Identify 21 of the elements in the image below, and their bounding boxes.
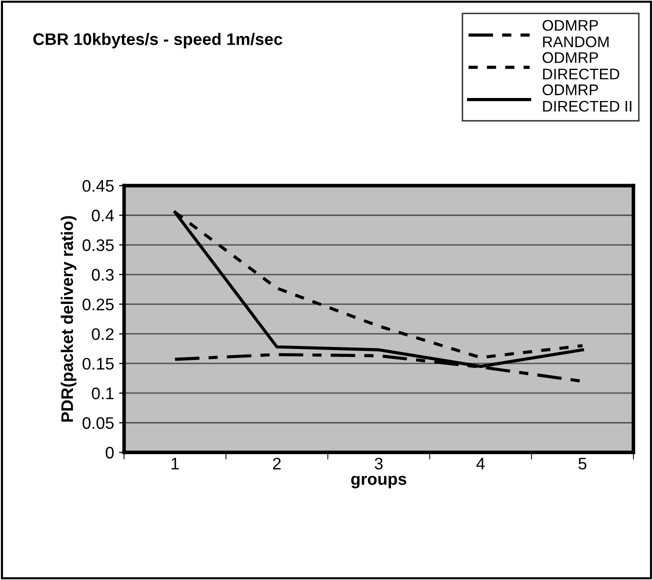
x-tick-label: 4 — [476, 458, 485, 470]
legend-label: ODMRP DIRECTED II — [542, 84, 632, 112]
y-tick-label: 0.45 — [82, 180, 114, 192]
y-tick-label: 0.4 — [92, 210, 114, 222]
x-tick-label: 1 — [172, 458, 179, 470]
y-tick-label: 0 — [106, 446, 114, 459]
y-tick-label: 0.2 — [92, 328, 114, 340]
x-axis-title: groups — [351, 476, 406, 488]
x-tick-label: 5 — [578, 458, 586, 470]
y-tick-label: 0.15 — [82, 358, 114, 370]
x-tick-label: 3 — [374, 458, 383, 470]
y-tick-label: 0.35 — [82, 239, 114, 252]
y-tick-label: 0.1 — [92, 388, 114, 400]
x-tick-label: 2 — [273, 458, 281, 470]
y-axis-title: PDR(packet delivery ratio) — [60, 216, 76, 422]
y-tick-label: 0.3 — [92, 268, 114, 281]
y-tick-label: 0.25 — [82, 298, 114, 310]
legend-label: ODMRP RANDOM — [542, 20, 609, 48]
y-tick-label: 0.05 — [82, 417, 114, 429]
chart-title: CBR 10kbytes/s - speed 1m/sec — [33, 32, 282, 48]
legend-label: ODMRP DIRECTED — [542, 52, 620, 80]
